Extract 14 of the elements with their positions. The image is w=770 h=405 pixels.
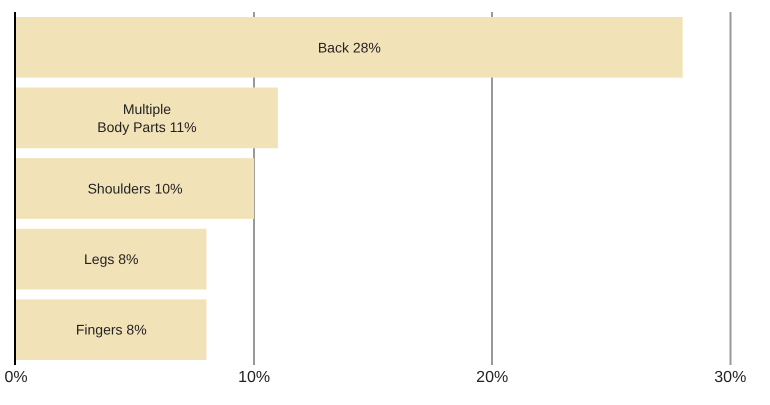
x-tick-label: 20% xyxy=(476,369,508,386)
bar xyxy=(16,158,254,219)
x-tick-label: 0% xyxy=(4,369,28,386)
data-label: Multiple Body Parts 11% xyxy=(97,100,197,135)
data-label: Back 28% xyxy=(318,39,381,56)
x-tick-label: 30% xyxy=(714,369,746,386)
x-tick-label: 10% xyxy=(238,369,270,386)
bar xyxy=(16,299,206,360)
data-label: Legs 8% xyxy=(84,251,138,268)
data-label: Shoulders 10% xyxy=(88,180,183,196)
bar xyxy=(16,228,206,290)
bar xyxy=(16,88,278,148)
bar xyxy=(16,16,683,78)
data-label: Fingers 8% xyxy=(76,322,147,338)
